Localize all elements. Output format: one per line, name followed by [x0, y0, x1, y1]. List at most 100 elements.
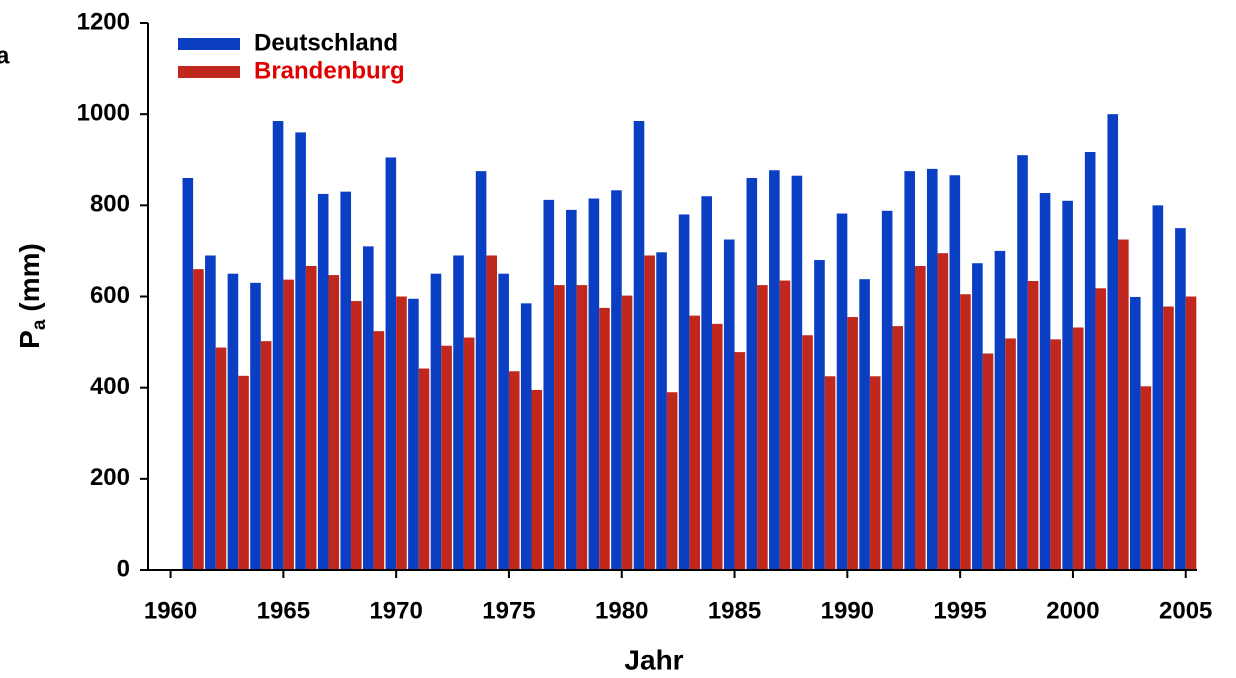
bar — [972, 263, 983, 570]
bar — [937, 253, 949, 570]
bar — [453, 255, 464, 570]
x-tick-label: 1975 — [482, 597, 535, 624]
bar — [847, 317, 858, 570]
bar — [215, 347, 227, 570]
bar — [328, 275, 340, 570]
bar — [1027, 281, 1039, 570]
bar — [656, 252, 667, 570]
bar — [193, 269, 204, 570]
y-label-main: P — [14, 330, 45, 349]
bar — [1175, 228, 1186, 570]
x-tick-label: 1980 — [595, 597, 648, 624]
bar — [859, 279, 870, 570]
bar — [666, 392, 678, 570]
y-tick-label: 200 — [90, 464, 130, 491]
bar — [520, 303, 532, 570]
bar — [960, 294, 971, 570]
bar — [1062, 200, 1073, 570]
bar — [250, 282, 261, 570]
bar — [734, 352, 746, 570]
bar — [701, 196, 712, 570]
bar — [644, 255, 655, 570]
bar — [814, 260, 825, 570]
bar — [791, 175, 803, 570]
bar — [881, 210, 893, 570]
x-tick-label: 1995 — [933, 597, 986, 624]
bar — [926, 168, 938, 570]
bar — [227, 273, 239, 570]
y-label-sub: a — [29, 319, 50, 330]
bar — [1129, 296, 1141, 570]
bar — [689, 315, 701, 570]
bar — [1017, 155, 1028, 571]
bar — [904, 171, 916, 571]
panel-label: a — [0, 42, 10, 69]
y-axis-title: Pa (mm) — [14, 243, 50, 349]
legend-label: Deutschland — [254, 29, 398, 56]
bar — [508, 371, 520, 570]
bar — [418, 368, 430, 570]
bar — [915, 265, 926, 570]
bar — [554, 285, 565, 570]
bar — [1005, 338, 1016, 570]
bar — [1152, 205, 1164, 571]
bar — [486, 255, 497, 570]
bar — [238, 375, 249, 570]
bar — [317, 193, 329, 570]
x-tick-label: 1970 — [369, 597, 422, 624]
bar — [1084, 152, 1096, 570]
bar — [576, 285, 588, 570]
x-tick-label: 1985 — [708, 597, 761, 624]
bar — [385, 157, 397, 571]
bar — [441, 345, 452, 570]
bar — [543, 199, 555, 570]
bar — [283, 279, 294, 570]
bar — [475, 171, 487, 571]
bar — [463, 337, 475, 570]
bar — [711, 323, 723, 570]
bar — [260, 341, 272, 570]
bar — [305, 265, 317, 570]
bar — [982, 353, 994, 570]
bar — [396, 296, 407, 570]
legend-label: Brandenburg — [254, 57, 405, 84]
legend-swatch — [178, 66, 240, 78]
y-tick-label: 600 — [90, 282, 130, 309]
x-tick-label: 1960 — [144, 597, 197, 624]
y-tick-label: 1200 — [77, 8, 130, 35]
bar — [272, 121, 284, 571]
y-tick-label: 0 — [117, 555, 130, 582]
y-tick-label: 400 — [90, 373, 130, 400]
bar — [531, 389, 543, 570]
bar — [746, 177, 758, 570]
x-tick-label: 1990 — [821, 597, 874, 624]
bar — [182, 177, 194, 570]
bar — [430, 273, 442, 570]
bar — [351, 301, 362, 570]
bar — [566, 209, 577, 570]
bar — [1039, 193, 1051, 571]
bar — [1140, 386, 1152, 570]
bar — [1072, 327, 1084, 570]
bar — [949, 175, 961, 570]
bar — [621, 295, 633, 570]
legend-swatch — [178, 38, 240, 50]
bar — [611, 190, 622, 570]
bar — [588, 198, 600, 570]
bar — [1163, 306, 1174, 570]
y-tick-label: 1000 — [77, 100, 130, 127]
bar — [779, 280, 791, 570]
bar — [633, 121, 645, 571]
bar — [1185, 296, 1197, 570]
bar — [340, 191, 352, 571]
bar — [1118, 239, 1129, 571]
bar — [1095, 288, 1107, 570]
x-tick-label: 2005 — [1159, 597, 1212, 624]
bar — [498, 273, 509, 570]
bar — [994, 250, 1006, 570]
bar — [599, 307, 610, 570]
bar — [408, 298, 419, 570]
bar — [1050, 339, 1061, 570]
bar — [205, 255, 216, 570]
bar — [723, 239, 735, 571]
